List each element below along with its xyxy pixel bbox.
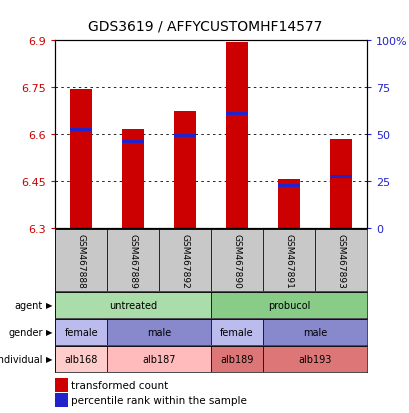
Bar bbox=[55, 319, 107, 345]
Bar bbox=[263, 319, 366, 345]
Bar bbox=[107, 319, 211, 345]
Bar bbox=[122, 141, 144, 144]
Text: GDS3619 / AFFYCUSTOMHF14577: GDS3619 / AFFYCUSTOMHF14577 bbox=[88, 19, 321, 33]
Text: transformed count: transformed count bbox=[71, 380, 168, 390]
Text: individual: individual bbox=[0, 354, 43, 364]
Bar bbox=[174, 111, 196, 228]
Text: alb187: alb187 bbox=[142, 354, 175, 364]
Bar bbox=[107, 346, 211, 372]
Bar bbox=[55, 292, 211, 318]
Bar bbox=[211, 346, 263, 372]
Text: agent: agent bbox=[15, 300, 43, 310]
Bar bbox=[55, 230, 107, 291]
Text: GSM467892: GSM467892 bbox=[180, 233, 189, 288]
Bar bbox=[277, 180, 299, 228]
Text: probucol: probucol bbox=[267, 300, 310, 310]
Bar bbox=[226, 43, 247, 228]
Text: ▶: ▶ bbox=[45, 355, 52, 363]
Text: alb189: alb189 bbox=[220, 354, 253, 364]
Text: percentile rank within the sample: percentile rank within the sample bbox=[71, 395, 246, 406]
Bar bbox=[211, 230, 263, 291]
Bar bbox=[329, 139, 351, 228]
Text: GSM467891: GSM467891 bbox=[284, 233, 293, 288]
Text: ▶: ▶ bbox=[45, 328, 52, 337]
Bar bbox=[329, 175, 351, 178]
Bar bbox=[226, 113, 247, 116]
Text: GSM467890: GSM467890 bbox=[232, 233, 241, 288]
Bar bbox=[174, 135, 196, 138]
Text: GSM467889: GSM467889 bbox=[128, 233, 137, 288]
Bar bbox=[70, 89, 92, 228]
Text: alb168: alb168 bbox=[65, 354, 98, 364]
Text: GSM467893: GSM467893 bbox=[336, 233, 345, 288]
Text: male: male bbox=[302, 327, 326, 337]
Bar bbox=[107, 230, 159, 291]
Bar bbox=[122, 130, 144, 228]
Text: untreated: untreated bbox=[109, 300, 157, 310]
Text: female: female bbox=[64, 327, 98, 337]
Bar bbox=[55, 346, 107, 372]
Text: female: female bbox=[220, 327, 253, 337]
Bar bbox=[314, 230, 366, 291]
Bar bbox=[211, 319, 263, 345]
Text: GSM467888: GSM467888 bbox=[76, 233, 85, 288]
Text: gender: gender bbox=[9, 327, 43, 337]
Bar bbox=[277, 185, 299, 188]
Bar bbox=[263, 346, 366, 372]
Text: ▶: ▶ bbox=[45, 301, 52, 310]
Bar bbox=[263, 230, 314, 291]
Text: male: male bbox=[147, 327, 171, 337]
Bar bbox=[70, 128, 92, 132]
Bar bbox=[159, 230, 211, 291]
Text: alb193: alb193 bbox=[298, 354, 331, 364]
Bar bbox=[211, 292, 366, 318]
